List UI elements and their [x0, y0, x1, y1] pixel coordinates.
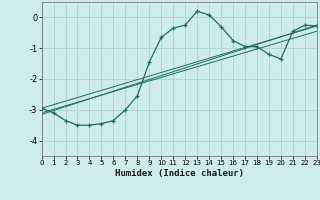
X-axis label: Humidex (Indice chaleur): Humidex (Indice chaleur) [115, 169, 244, 178]
